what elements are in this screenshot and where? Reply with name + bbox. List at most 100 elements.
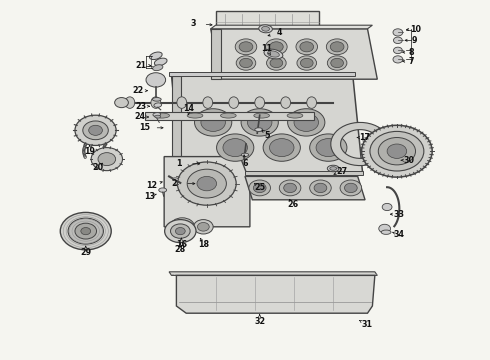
Polygon shape — [176, 275, 375, 313]
Text: 16: 16 — [176, 240, 187, 248]
Circle shape — [266, 39, 287, 55]
Polygon shape — [211, 25, 372, 29]
Circle shape — [241, 109, 278, 136]
Text: 2: 2 — [171, 179, 177, 188]
Ellipse shape — [229, 97, 239, 108]
Circle shape — [89, 125, 102, 135]
Text: 17: 17 — [360, 133, 370, 142]
Text: 25: 25 — [254, 184, 265, 192]
Polygon shape — [245, 171, 363, 175]
Circle shape — [297, 56, 317, 70]
Text: 26: 26 — [288, 200, 298, 209]
Ellipse shape — [381, 230, 391, 234]
Text: 20: 20 — [93, 163, 103, 172]
Ellipse shape — [259, 25, 272, 33]
Circle shape — [175, 222, 189, 232]
Circle shape — [177, 162, 236, 205]
Text: 15: 15 — [139, 123, 150, 132]
Ellipse shape — [254, 113, 270, 118]
Circle shape — [326, 39, 348, 55]
Ellipse shape — [255, 97, 265, 108]
Text: 18: 18 — [198, 240, 209, 248]
Circle shape — [146, 73, 166, 87]
Circle shape — [288, 109, 325, 136]
Text: 32: 32 — [254, 317, 265, 325]
Text: 21: 21 — [136, 61, 147, 70]
Circle shape — [60, 212, 111, 250]
Ellipse shape — [255, 128, 263, 131]
Circle shape — [382, 203, 392, 211]
Ellipse shape — [187, 113, 203, 118]
Ellipse shape — [327, 165, 339, 172]
Circle shape — [393, 56, 403, 63]
Circle shape — [300, 58, 313, 68]
Ellipse shape — [220, 113, 236, 118]
Ellipse shape — [172, 178, 178, 181]
Circle shape — [314, 183, 327, 193]
Circle shape — [217, 134, 254, 161]
Text: 30: 30 — [404, 156, 415, 165]
Circle shape — [330, 42, 344, 52]
Text: 10: 10 — [410, 25, 421, 34]
Circle shape — [310, 134, 347, 161]
Polygon shape — [211, 29, 377, 79]
Ellipse shape — [281, 97, 291, 108]
Circle shape — [284, 183, 296, 193]
Text: 34: 34 — [394, 230, 405, 239]
Circle shape — [267, 56, 286, 70]
Text: 31: 31 — [361, 320, 372, 329]
Text: 19: 19 — [84, 148, 95, 156]
Circle shape — [235, 39, 257, 55]
Circle shape — [316, 139, 341, 157]
Circle shape — [379, 224, 391, 233]
Ellipse shape — [307, 97, 317, 108]
Ellipse shape — [264, 49, 283, 59]
Polygon shape — [216, 11, 318, 32]
Text: 28: 28 — [175, 245, 186, 253]
Circle shape — [300, 42, 314, 52]
Circle shape — [253, 183, 266, 193]
Ellipse shape — [159, 188, 167, 192]
Ellipse shape — [152, 98, 161, 101]
Circle shape — [270, 42, 283, 52]
Circle shape — [331, 58, 343, 68]
Circle shape — [83, 121, 108, 140]
Circle shape — [327, 56, 347, 70]
Text: 3: 3 — [191, 19, 196, 28]
Text: 23: 23 — [136, 102, 147, 111]
Ellipse shape — [154, 103, 162, 107]
Text: 5: 5 — [264, 130, 270, 139]
Text: 6: 6 — [242, 159, 248, 168]
Text: 11: 11 — [262, 44, 272, 53]
Ellipse shape — [177, 97, 187, 108]
Circle shape — [194, 220, 213, 234]
Circle shape — [240, 58, 252, 68]
Ellipse shape — [125, 97, 135, 108]
Text: 33: 33 — [394, 210, 405, 219]
Text: 13: 13 — [144, 192, 155, 201]
Ellipse shape — [154, 58, 167, 66]
Text: 12: 12 — [147, 181, 157, 190]
Ellipse shape — [330, 167, 337, 170]
Ellipse shape — [154, 113, 170, 118]
Polygon shape — [169, 272, 377, 275]
Text: 4: 4 — [276, 28, 282, 37]
Ellipse shape — [153, 113, 161, 116]
Circle shape — [344, 183, 357, 193]
Circle shape — [393, 29, 403, 36]
Circle shape — [387, 144, 407, 158]
Text: 7: 7 — [409, 57, 415, 66]
Circle shape — [270, 139, 294, 157]
Ellipse shape — [149, 52, 162, 59]
Polygon shape — [331, 122, 388, 166]
Circle shape — [340, 180, 362, 196]
Polygon shape — [172, 76, 181, 173]
Polygon shape — [245, 176, 365, 200]
Circle shape — [91, 148, 122, 171]
Text: 29: 29 — [80, 248, 91, 257]
Text: 9: 9 — [411, 36, 417, 45]
Ellipse shape — [155, 115, 161, 118]
Circle shape — [296, 39, 318, 55]
Text: 1: 1 — [176, 159, 182, 168]
Circle shape — [197, 176, 217, 191]
